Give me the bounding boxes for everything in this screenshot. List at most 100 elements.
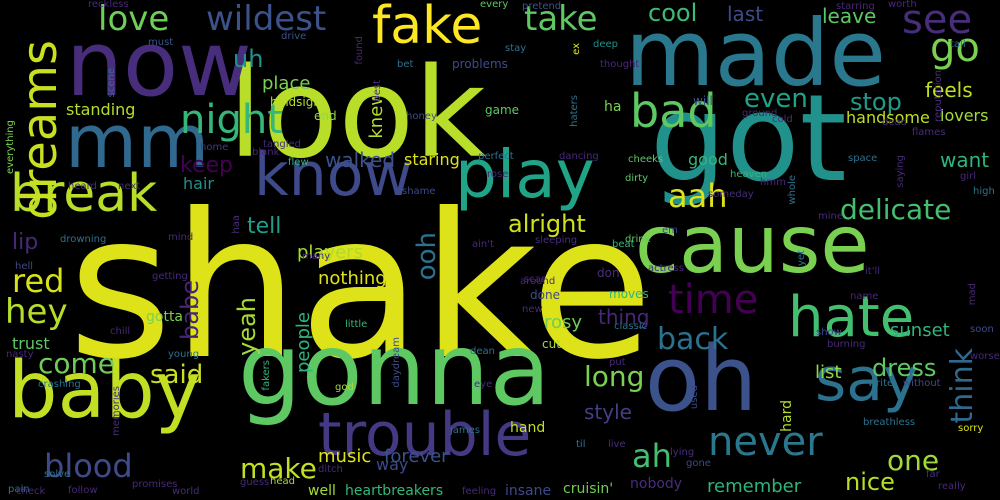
cloud-word: crashing — [38, 379, 81, 390]
cloud-word: memories — [111, 386, 122, 437]
cloud-word: burning — [827, 339, 866, 350]
cloud-word: game — [485, 103, 520, 117]
cloud-word: breathless — [863, 417, 916, 428]
cloud-word: forever — [384, 446, 449, 467]
cloud-word: see — [902, 0, 973, 43]
cloud-word: even — [744, 84, 808, 114]
cloud-word: go — [930, 25, 980, 71]
cloud-word: actress — [648, 263, 685, 274]
cloud-word: name — [850, 291, 879, 302]
cloud-word: list — [815, 362, 842, 383]
cloud-word: way — [376, 455, 409, 474]
cloud-word: back — [657, 322, 729, 357]
cloud-word: blood — [44, 447, 133, 485]
cloud-word: til — [576, 439, 586, 450]
cloud-word: say — [815, 345, 919, 415]
cloud-word: nice — [845, 468, 895, 496]
cloud-word: walked — [325, 148, 396, 172]
cloud-word: space — [848, 153, 878, 164]
cloud-word: around — [520, 276, 556, 287]
cloud-word: write — [868, 378, 894, 389]
cloud-word: high — [973, 186, 995, 197]
cloud-word: bad — [630, 84, 717, 138]
cloud-word: flames — [912, 127, 946, 138]
cloud-word: hair — [183, 174, 214, 193]
cloud-word: night — [180, 97, 283, 143]
cloud-word: gone — [686, 458, 711, 469]
cloud-word: starring — [836, 1, 875, 12]
cloud-word: tangled — [263, 139, 302, 150]
cloud-word: lying — [670, 447, 695, 458]
cloud-word: james — [450, 425, 481, 436]
cloud-word: handsome — [846, 108, 930, 127]
cloud-word: people — [293, 312, 314, 374]
cloud-word: flew — [288, 157, 309, 168]
cloud-word: drink — [625, 234, 651, 245]
cloud-word: come — [38, 347, 116, 380]
cloud-word: without — [903, 378, 941, 389]
cloud-word: baby — [8, 346, 201, 436]
cloud-word: nasty — [6, 349, 34, 360]
cloud-word: soon — [970, 324, 994, 335]
cloud-word: heaven — [730, 169, 768, 180]
cloud-word: thought — [600, 59, 640, 70]
cloud-word: it'll — [865, 266, 881, 277]
cloud-word: heartbreakers — [345, 483, 444, 499]
cloud-word: feels — [925, 78, 973, 102]
cloud-word: tell — [247, 214, 282, 239]
cloud-word: lip — [12, 230, 39, 255]
cloud-word: break — [10, 164, 158, 224]
cloud-word: someday — [708, 189, 754, 200]
cloud-word: many — [302, 251, 331, 262]
cloud-word: cool — [648, 0, 698, 27]
cloud-word: cut — [542, 337, 561, 351]
cloud-word: follow — [68, 485, 98, 496]
cloud-word: heard — [68, 181, 97, 192]
cloud-word: worse — [970, 351, 1000, 362]
cloud-word: everything — [5, 120, 16, 174]
cloud-word: insane — [505, 483, 552, 499]
cloud-word: time — [668, 277, 759, 323]
cloud-word: staring — [404, 150, 460, 169]
cloud-word: really — [938, 481, 966, 492]
cloud-word: ain't — [472, 239, 494, 250]
cloud-word: long — [584, 360, 645, 393]
cloud-word: thing — [598, 305, 650, 329]
cloud-word: sorry — [958, 423, 984, 434]
cloud-word: world — [172, 486, 200, 497]
cloud-word: hell — [15, 261, 34, 272]
cloud-word: keep — [180, 153, 233, 178]
cloud-word: made — [625, 0, 886, 107]
cloud-word: make — [240, 452, 317, 485]
cloud-word: gonna — [238, 311, 551, 428]
cloud-word: music — [318, 446, 372, 467]
cloud-word: god — [335, 382, 354, 393]
cloud-word: hate — [788, 285, 915, 350]
cloud-word: mm — [65, 99, 210, 185]
cloud-word: sleeping — [535, 235, 578, 246]
cloud-word: scene — [106, 68, 117, 98]
cloud-word: players — [297, 242, 363, 263]
cloud-word: hindsight — [270, 95, 326, 109]
cloud-word: girl — [960, 171, 977, 182]
cloud-word: alright — [508, 210, 586, 238]
cloud-word: delicate — [840, 193, 952, 226]
cloud-word: check — [16, 486, 46, 497]
cloud-word: guess — [240, 477, 270, 488]
cloud-word: head — [270, 476, 295, 487]
cloud-word: ground — [742, 108, 778, 119]
cloud-word: ooh — [412, 232, 442, 281]
cloud-word: beat — [612, 239, 635, 250]
cloud-word: bet — [397, 59, 414, 70]
cloud-word: got — [650, 70, 847, 209]
cloud-word: take — [524, 0, 598, 39]
cloud-word: problems — [452, 57, 508, 71]
cloud-word: pain — [8, 484, 30, 495]
cloud-word: know — [254, 140, 413, 210]
cloud-word: new — [522, 304, 543, 315]
cloud-word: will — [693, 94, 713, 108]
cloud-word: rose — [487, 169, 509, 180]
cloud-word: cause — [635, 198, 870, 291]
cloud-word: next — [118, 181, 141, 192]
cloud-word: whole — [787, 175, 798, 205]
